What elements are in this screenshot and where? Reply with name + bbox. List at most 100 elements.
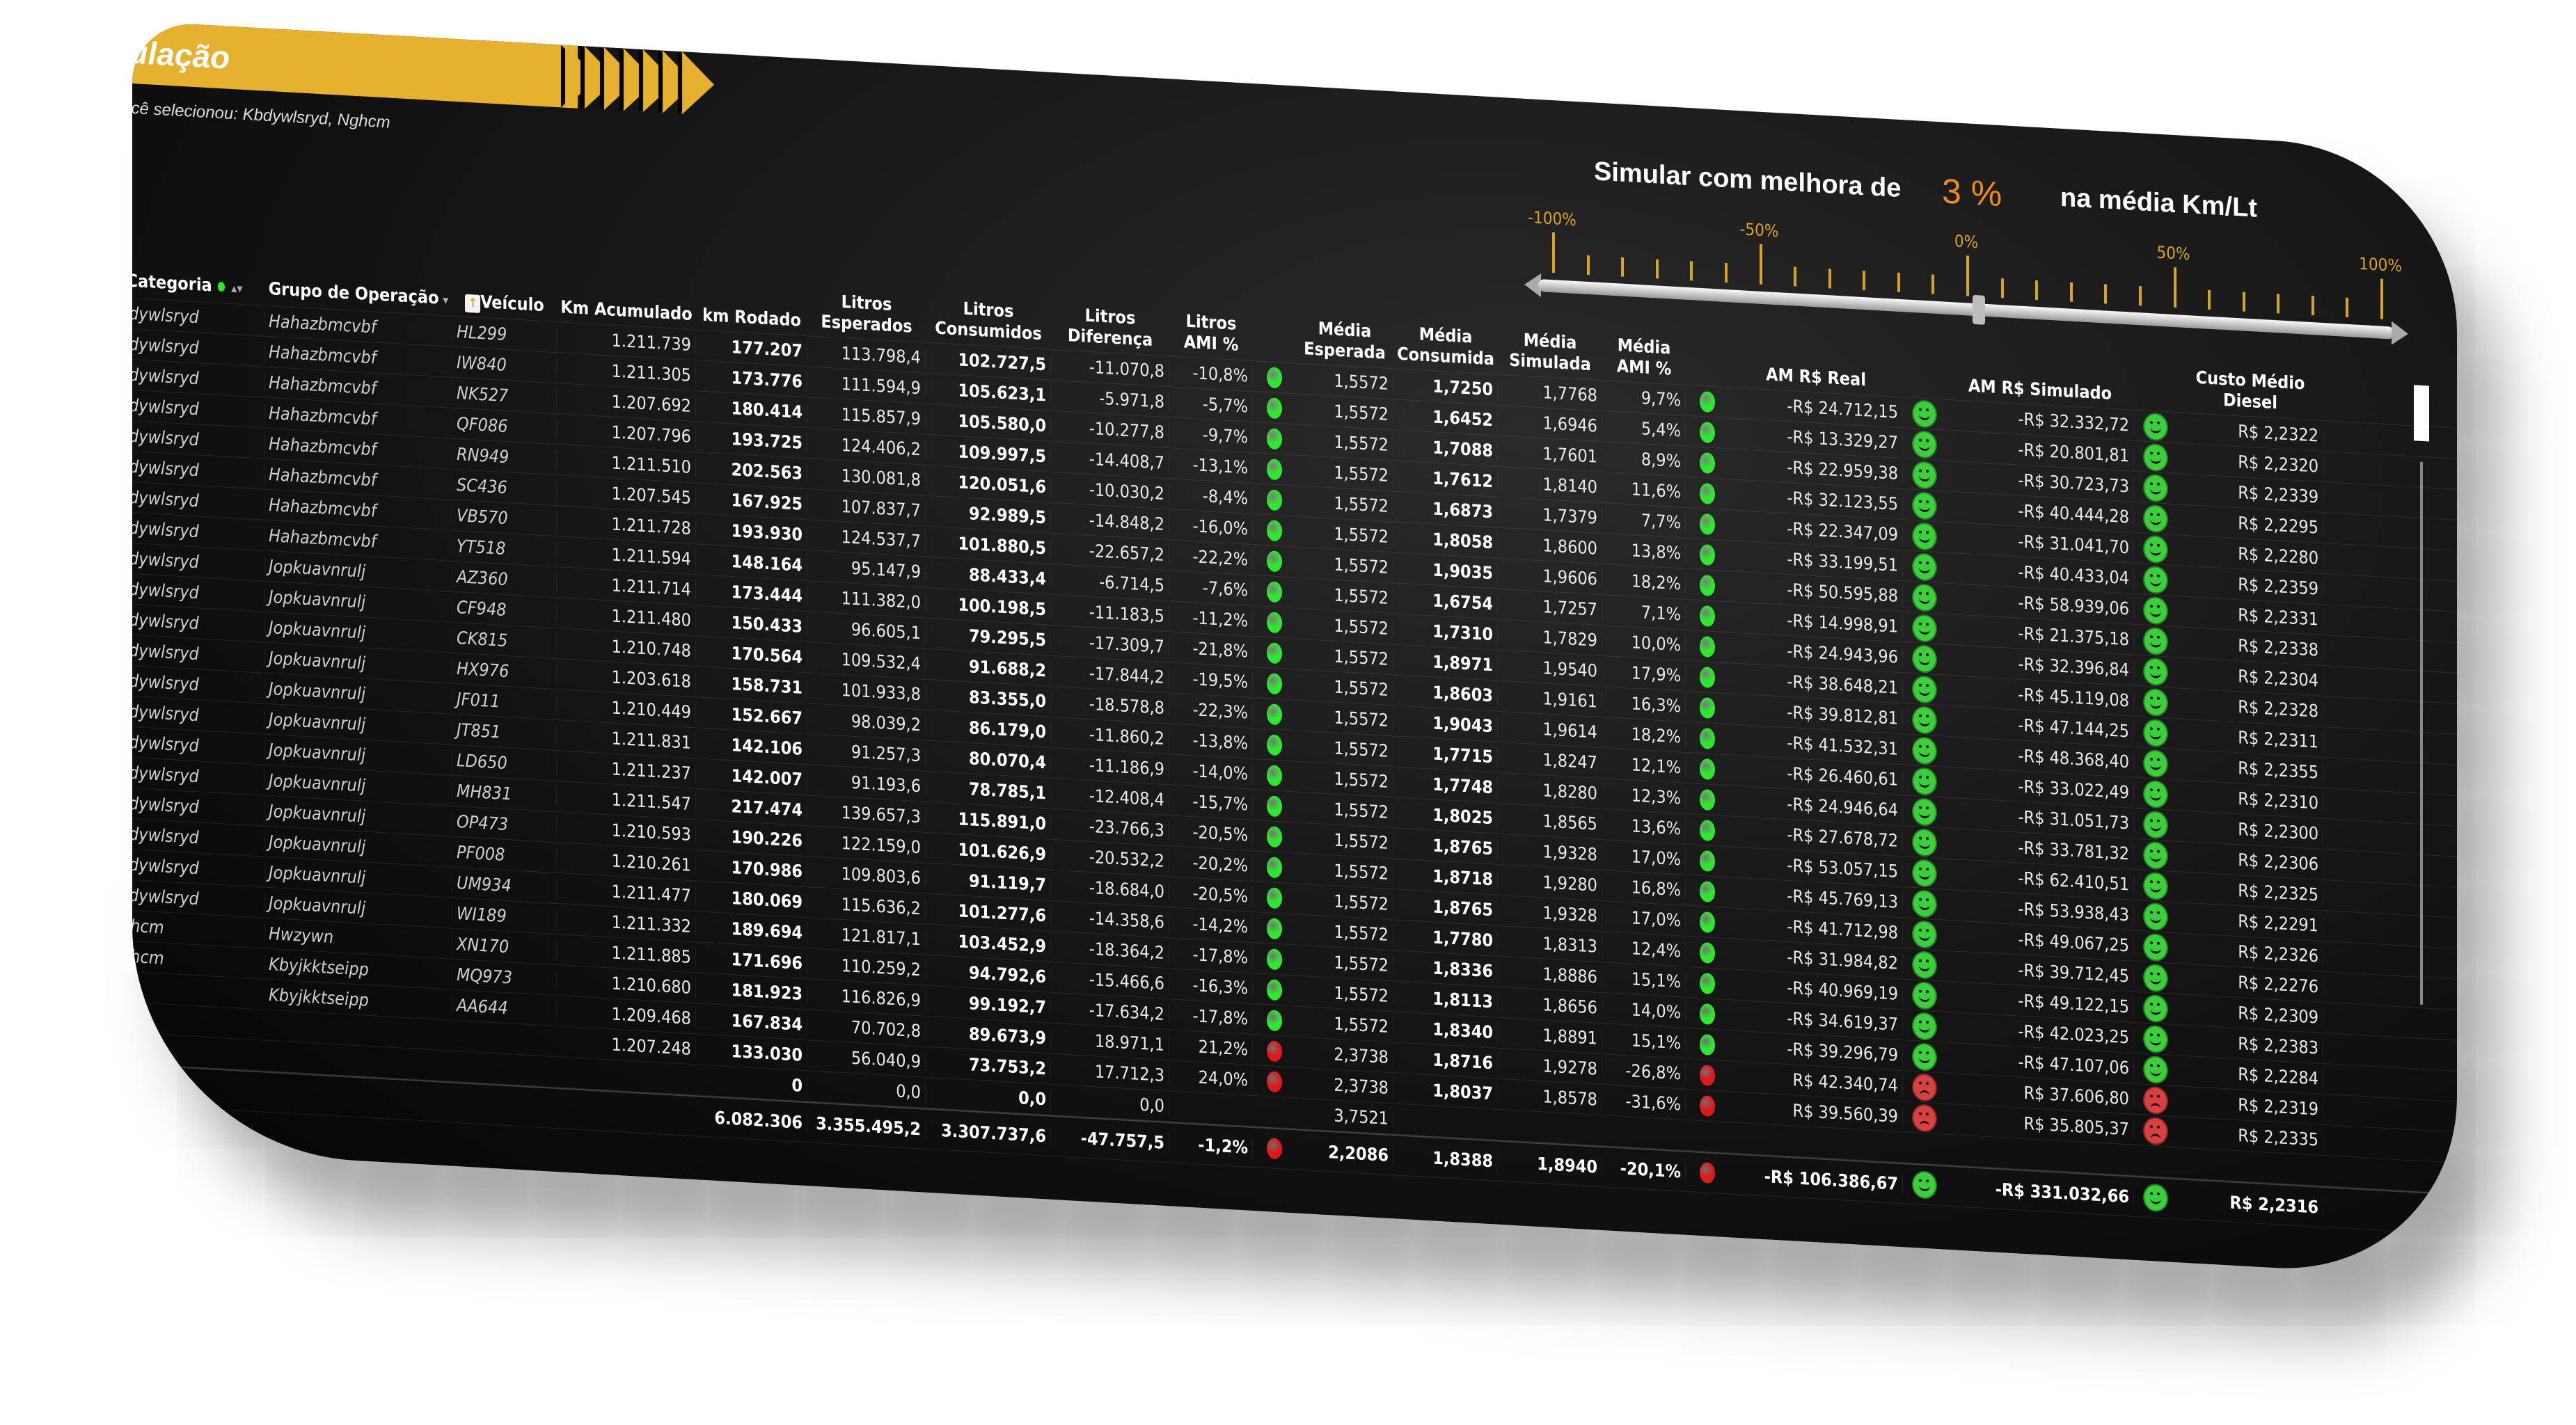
cell-am-real: -R$ 13.329,27 (1729, 423, 1903, 454)
cell-litros-consumidos: 0,0 (926, 1082, 1051, 1110)
slider-right-arrow-icon[interactable] (2392, 321, 2408, 346)
cell-media-esperada: 2,2086 (1296, 1139, 1393, 1165)
cell-veiculo: MQ973 (452, 964, 557, 991)
column-header-litros-diferenca[interactable]: Litros Diferença (1051, 303, 1169, 352)
column-header-media-consumida[interactable]: Média Consumida (1393, 322, 1498, 369)
cell-am-real: -R$ 24.712,15 (1729, 392, 1903, 423)
cell-litros-esperados: 3.355.495,2 (807, 1112, 926, 1140)
sort-icon[interactable]: ▴▾ (227, 280, 243, 296)
cell-media-consumida: 1,9043 (1393, 710, 1498, 737)
indicator-cell (2134, 840, 2177, 870)
indicator-cell (1253, 458, 1296, 481)
smiley-face-icon (2143, 657, 2168, 687)
cell-media-consumida: 1,9035 (1393, 557, 1498, 584)
cell-media-consumida (1393, 1118, 1498, 1125)
cell-litros-ami: -8,4% (1169, 484, 1253, 509)
cell-custo-medio-diesel: R$ 2,2300 (2177, 815, 2323, 845)
cell-media-simulada: 1,9328 (1498, 838, 1602, 866)
cell-litros-ami: -15,7% (1169, 790, 1253, 815)
cell-grupo: Jopkuavnrulj (264, 800, 452, 831)
cell-litros-esperados: 139.657,3 (807, 800, 926, 827)
column-header-custo-medio-diesel[interactable]: Custo Médio Diesel (2177, 366, 2323, 416)
status-dot-green-icon (1267, 764, 1282, 786)
status-dot-green-icon (1267, 550, 1282, 572)
scrollbar-track[interactable] (2420, 461, 2423, 1005)
indicator-cell (2134, 1115, 2177, 1146)
cell-media-simulada: 1,9278 (1498, 1053, 1602, 1080)
cell-media-esperada: 1,5572 (1296, 797, 1393, 823)
status-dot-green-icon (1267, 978, 1282, 1001)
filter-icon[interactable]: ↑ (465, 294, 481, 313)
sort-icon[interactable]: ▾ (438, 292, 449, 308)
cell-km-rodado: 177.207 (696, 335, 807, 362)
cell-litros-consumidos: 91.688,2 (926, 653, 1051, 681)
cell-veiculo: HL299 (452, 321, 557, 348)
slider-tick-label: -100% (1528, 207, 1577, 230)
indicator-cell (1903, 980, 1946, 1010)
column-header-km-acumulado[interactable]: Km Acumulado (557, 296, 696, 325)
column-header-categoria[interactable]: Categoria ▴▾ (132, 269, 264, 301)
indicator-cell (1253, 642, 1296, 664)
table-scrollbar[interactable] (2414, 385, 2429, 1012)
cell-veiculo: OP473 (452, 811, 557, 838)
cell-media-simulada: 1,8891 (1498, 1022, 1602, 1049)
cell-km-rodado: 189.694 (696, 916, 807, 944)
cell-am-simulado: -R$ 32.332,72 (1946, 404, 2134, 436)
column-header-media-esperada[interactable]: Média Esperada (1296, 317, 1393, 364)
column-header-litros-consumidos[interactable]: Litros Consumidos (926, 296, 1051, 345)
fuel-table: Categoria ▴▾ Grupo de Operação ▾ ↑ Veículo K… (132, 228, 2457, 1235)
slider-minor-tick (1897, 272, 1900, 292)
column-header-media-simulada[interactable]: Média Simulada (1498, 328, 1602, 376)
cell-litros-esperados: 96.605,1 (807, 616, 926, 644)
cell-media-esperada: 1,5572 (1296, 674, 1393, 701)
column-header-am-real[interactable]: AM R$ Real (1729, 362, 1903, 392)
cell-am-simulado: -R$ 47.144,25 (1946, 710, 2134, 742)
cell-categoria: Kbdywlsryd (132, 485, 264, 515)
cell-litros-consumidos: 115.891,0 (926, 806, 1051, 834)
cell-km-rodado: 180.069 (696, 886, 807, 913)
cell-veiculo: HX976 (452, 658, 557, 685)
indicator-cell (1686, 1063, 1729, 1086)
cell-km-acumulado: 1.211.237 (557, 756, 696, 784)
column-header-media-ami[interactable]: Média AMI % (1602, 334, 1686, 381)
smiley-face-icon (1912, 1042, 1937, 1072)
cell-am-real: -R$ 39.812,81 (1729, 699, 1903, 729)
smiley-face-icon (1912, 1170, 1937, 1200)
cell-am-simulado (1946, 1149, 2134, 1161)
cell-litros-diferenca: -12.408,4 (1051, 783, 1169, 811)
cell-media-simulada: 1,7379 (1498, 502, 1602, 529)
chevron-icon (682, 51, 714, 116)
smiley-face-icon (1912, 858, 1937, 888)
cell-categoria (132, 985, 264, 995)
cell-litros-ami: -10,8% (1169, 361, 1253, 387)
cell-custo-medio-diesel: R$ 2,2284 (2177, 1060, 2323, 1090)
status-dot-green-icon (1267, 948, 1282, 970)
cell-veiculo: SC436 (452, 474, 557, 501)
cell-am-real (1729, 1137, 1903, 1147)
scrollbar-thumb[interactable] (2414, 385, 2429, 442)
indicator-cell (1253, 488, 1296, 511)
cell-litros-esperados: 0,0 (807, 1076, 926, 1103)
column-header-litros-esperados[interactable]: Litros Esperados (807, 289, 926, 338)
cell-litros-consumidos: 102.727,5 (926, 347, 1051, 375)
column-header-km-rodado[interactable]: km Rodado (696, 304, 807, 331)
cell-grupo: Hahazbmcvbf (264, 433, 452, 464)
column-header-label: Veículo (480, 291, 544, 316)
slider-tick-label: -50% (1739, 219, 1779, 241)
column-header-veiculo[interactable]: ↑ Veículo (452, 290, 557, 317)
cell-litros-esperados: 115.857,9 (807, 402, 926, 429)
column-header-grupo[interactable]: Grupo de Operação ▾ (264, 278, 452, 312)
cell-litros-esperados: 130.081,8 (807, 463, 926, 491)
cell-km-rodado: 190.226 (696, 825, 807, 852)
cell-grupo (264, 1025, 452, 1036)
cell-litros-esperados: 107.837,7 (807, 494, 926, 521)
indicator-cell (1903, 460, 1946, 490)
cell-categoria: Kbdywlsryd (132, 607, 264, 637)
slider-thumb[interactable] (1972, 294, 1985, 325)
cell-grupo: Kbyjkktseipp (264, 953, 452, 985)
cell-am-real: -R$ 22.347,09 (1729, 515, 1903, 546)
cell-litros-esperados: 111.382,0 (807, 586, 926, 613)
cell-km-acumulado: 1.207.692 (557, 388, 696, 417)
column-header-litros-ami[interactable]: Litros AMI % (1169, 310, 1253, 356)
cell-media-consumida: 1,8037 (1393, 1078, 1498, 1104)
